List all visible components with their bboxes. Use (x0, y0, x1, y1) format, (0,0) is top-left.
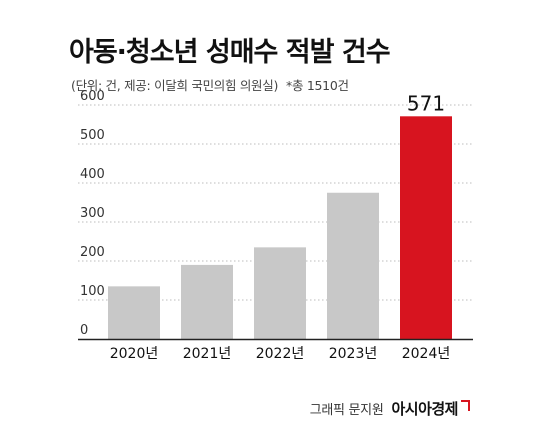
footer: 그래픽 문지원 아시아경제 (310, 398, 470, 419)
brand-mark-icon (461, 400, 470, 411)
y-tick-label: 400 (80, 167, 105, 182)
chart-title: 아동·청소년 성매수 적발 건수 (69, 37, 391, 68)
y-tick-label: 300 (80, 206, 105, 221)
x-tick-label: 2023년 (329, 346, 378, 362)
y-tick-label: 100 (80, 284, 105, 299)
y-axis-ticks: 0 100 200 300 400 500 600 (80, 89, 105, 338)
chart-subtitle: (단위: 건, 제공: 이달희 국민의힘 의원실) *총 1510건 (71, 75, 349, 94)
data-label: 571 (407, 91, 445, 115)
x-tick-label: 2022년 (256, 346, 305, 362)
x-tick-label: 2020년 (110, 346, 159, 362)
x-tick-label: 2021년 (183, 346, 232, 362)
total-note: *총 1510건 (286, 78, 349, 93)
bar-2022년 (254, 247, 306, 339)
y-tick-label: 200 (80, 245, 105, 260)
y-tick-label: 600 (80, 89, 105, 104)
bar-2021년 (181, 264, 233, 339)
x-axis-ticks: 2020년 2021년 2022년 2023년 2024년 (110, 346, 451, 362)
brand-logo: 아시아경제 (391, 400, 458, 418)
y-tick-label: 500 (80, 128, 105, 143)
y-tick-label: 0 (80, 323, 88, 338)
graphic-credit: 그래픽 문지원 (309, 403, 384, 418)
bar-2020년 (108, 286, 160, 339)
data-labels: 571 (407, 91, 445, 115)
bar-2023년 (327, 192, 379, 339)
bars (108, 116, 452, 339)
x-tick-label: 2024년 (402, 346, 451, 362)
bar-2024년 (400, 116, 452, 339)
source-note: (단위: 건, 제공: 이달희 국민의힘 의원실) (71, 78, 279, 93)
